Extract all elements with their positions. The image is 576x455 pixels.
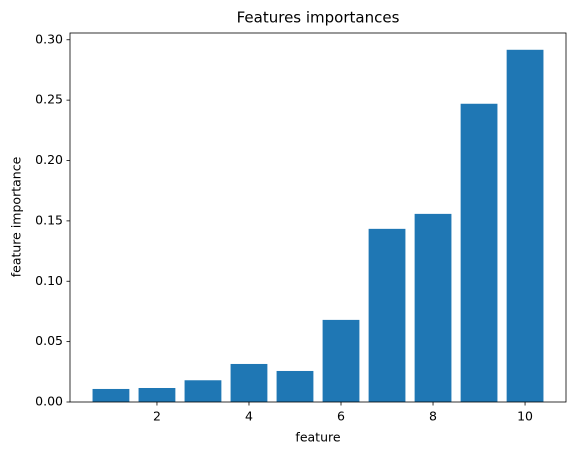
y-tick-label: 0.20 [35,152,63,167]
x-tick-label: 6 [337,409,345,424]
bar [322,319,360,402]
y-tick-label: 0.05 [35,333,63,348]
x-axis-label: feature [295,430,340,445]
bar [138,387,176,402]
bar [92,388,130,402]
bar [230,363,268,402]
plot-frame [69,32,567,403]
bar [460,103,498,402]
chart-title: Features importances [237,9,400,27]
x-tick-label: 8 [429,409,437,424]
x-tick-label: 4 [245,409,253,424]
y-tick-label: 0.00 [35,394,63,409]
y-tick-label: 0.10 [35,273,63,288]
bar [276,370,314,402]
bar [506,49,544,403]
y-axis-label: feature importance [9,156,24,277]
y-tick-label: 0.25 [35,92,63,107]
x-tick-label: 10 [517,409,533,424]
y-tick-label: 0.15 [35,212,63,227]
x-tick-label: 2 [153,409,161,424]
y-tick-label: 0.30 [35,31,63,46]
bar [414,213,452,402]
bar [368,228,406,402]
bar [184,380,222,402]
